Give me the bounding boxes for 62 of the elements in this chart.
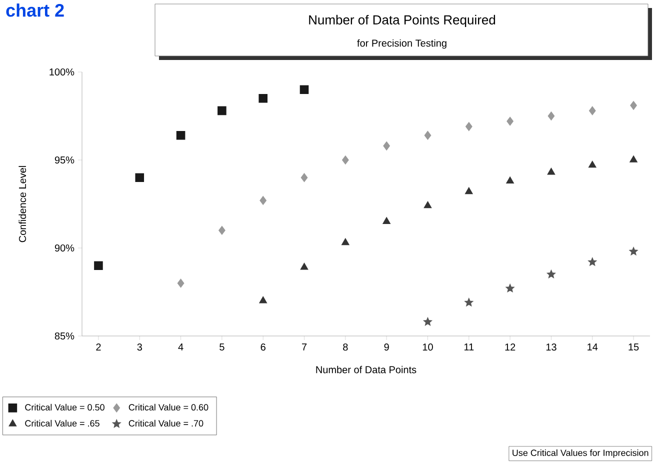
- x-tick-label: 11: [464, 344, 474, 350]
- x-tick-label: 12: [505, 344, 516, 351]
- point: [424, 318, 432, 326]
- legend-label: Critical Value = .70: [128, 420, 204, 427]
- point: [424, 130, 432, 140]
- x-tick-label: 13: [546, 344, 556, 351]
- point: [300, 85, 309, 94]
- caption: chart 2: [6, 4, 64, 17]
- point: [382, 217, 390, 224]
- point: [548, 112, 555, 120]
- point: [506, 176, 514, 184]
- point: [547, 168, 556, 175]
- point: [465, 187, 473, 194]
- point: [135, 173, 144, 182]
- point: [629, 247, 638, 256]
- x-tick-label: 3: [137, 344, 142, 351]
- x-tick-label: 10: [422, 344, 433, 351]
- point: [383, 142, 390, 150]
- x-tick-label: 8: [343, 344, 348, 351]
- point: [177, 278, 184, 288]
- point: [342, 156, 349, 164]
- legend-label: Critical Value = 0.60: [128, 404, 208, 411]
- chart-title: Number of Data Points Required: [309, 14, 496, 28]
- point: [342, 238, 350, 246]
- point: [300, 262, 308, 270]
- point: [506, 116, 514, 126]
- x-tick-label: 5: [220, 344, 224, 350]
- x-tick-label: 14: [588, 344, 598, 350]
- point: [630, 156, 638, 162]
- x-tick-label: 9: [384, 344, 389, 351]
- point: [588, 106, 596, 116]
- point: [424, 201, 432, 208]
- y-tick-label: 95%: [54, 156, 74, 164]
- point: [588, 258, 597, 266]
- point: [176, 130, 186, 140]
- y-tick-label: 100%: [50, 68, 74, 76]
- point: [300, 173, 308, 182]
- x-tick-label: 15: [628, 344, 639, 350]
- x-tick-label: 7: [302, 344, 307, 350]
- y-tick-label: 90%: [54, 244, 74, 252]
- y-axis-title: Confidence Level: [18, 166, 26, 242]
- point: [218, 106, 226, 116]
- legend-label: Critical Value = 0.50: [25, 404, 104, 411]
- point: [588, 160, 596, 168]
- point: [547, 270, 556, 278]
- point: [260, 196, 267, 205]
- chart-subtitle: for Precision Testing: [357, 39, 446, 49]
- point: [94, 261, 103, 270]
- x-tick-label: 6: [260, 344, 266, 351]
- point: [630, 101, 637, 110]
- point: [218, 226, 226, 235]
- x-tick-label: 4: [178, 344, 184, 350]
- point: [464, 298, 474, 306]
- point: [465, 122, 472, 131]
- point: [506, 284, 514, 292]
- text: Use Critical Values for Imprecision: [512, 449, 648, 458]
- point: [258, 94, 268, 103]
- legend-label: Critical Value = .65: [25, 420, 100, 427]
- point: [259, 296, 267, 304]
- x-axis-title: Number of Data Points: [316, 366, 416, 374]
- y-tick-label: 85%: [54, 332, 74, 340]
- x-tick-label: 2: [96, 344, 101, 351]
